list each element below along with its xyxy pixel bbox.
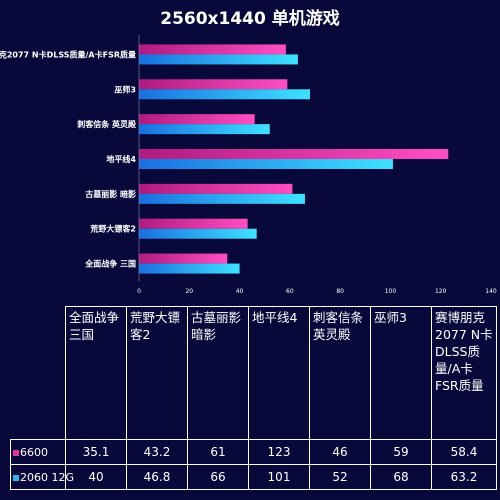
bar-s1-c1 [139, 228, 257, 239]
table-cell: 40 [65, 464, 127, 490]
x-tick-label: 40 [236, 288, 244, 295]
table-cell: 123 [248, 439, 310, 465]
x-tick-label: 140 [485, 288, 497, 295]
table-cell: 46 [309, 439, 371, 465]
table-header-row: 全面战争 三国 荒野大镖客2 古墓丽影 暗影 地平线4 刺客信条 英灵殿 巫师3 赛博朋克2… [10, 306, 497, 440]
table-cell: 101 [248, 464, 310, 490]
x-tick-label: 0 [137, 288, 141, 295]
bars [139, 44, 449, 274]
bar-s1-c0 [139, 263, 240, 274]
series-2060-swatch [13, 474, 19, 481]
table-cell: 63.2 [431, 464, 497, 490]
x-axis: 0 20 40 60 80 100 120 140 [137, 35, 497, 295]
category-label: 赛博朋克2077 N卡DLSS质量/A卡FSR质量 [0, 49, 136, 59]
bar-s0-c6 [139, 44, 286, 55]
series-6600-name: 6600 [20, 445, 48, 459]
table-row-6600: 6600 35.1 43.2 61 123 46 59 58.4 [10, 439, 497, 465]
bar-s0-c3 [139, 149, 449, 159]
bar-s1-c3 [139, 159, 393, 169]
bar-s1-c6 [139, 54, 298, 65]
category-label: 地平线4 [106, 154, 136, 164]
table-cell: 46.8 [126, 464, 188, 490]
category-label: 巫师3 [114, 84, 136, 94]
table-cell: 58.4 [431, 439, 497, 465]
bar-s0-c5 [139, 79, 288, 90]
x-tick-label: 80 [336, 288, 344, 295]
bar-s1-c5 [139, 89, 310, 100]
series-6600-head: 6600 [10, 439, 66, 465]
table-cell: 52 [309, 464, 371, 490]
bar-s0-c0 [139, 253, 228, 264]
category-label: 全面战争 三国 [84, 259, 136, 269]
table-col-header: 赛博朋克2077 N卡DLSS质量/A卡FSR质量 [431, 306, 497, 440]
table-col-header: 全面战争 三国 [65, 306, 127, 440]
series-2060-name: 2060 12G [20, 470, 75, 484]
x-tick-label: 120 [435, 288, 447, 295]
table-cell: 61 [187, 439, 249, 465]
table-col-header: 荒野大镖客2 [126, 306, 188, 440]
bar-s0-c2 [139, 183, 293, 194]
table-col-header: 古墓丽影 暗影 [187, 306, 249, 440]
table-col-header: 地平线4 [248, 306, 310, 440]
category-label: 刺客信条 英灵殿 [76, 119, 137, 129]
x-tick-label: 100 [385, 288, 397, 295]
table-row-2060: 2060 12G 40 46.8 66 101 52 68 63.2 [10, 464, 497, 490]
chart-title: 2560x1440 单机游戏 [160, 9, 340, 29]
data-table: 全面战争 三国 荒野大镖客2 古墓丽影 暗影 地平线4 刺客信条 英灵殿 巫师3 赛博朋克2… [10, 306, 497, 490]
category-label: 古墓丽影 暗影 [85, 189, 136, 199]
bar-s0-c1 [139, 218, 248, 229]
series-2060-head: 2060 12G [10, 464, 74, 490]
table-cell: 66 [187, 464, 249, 490]
table-col-header: 巫师3 [370, 306, 432, 440]
table-col-header: 刺客信条 英灵殿 [309, 306, 371, 440]
x-tick-label: 20 [185, 288, 193, 295]
table-cell: 43.2 [126, 439, 188, 465]
table-corner [10, 306, 66, 440]
category-label: 荒野大镖客2 [89, 224, 136, 234]
table-cell: 68 [370, 464, 432, 490]
bar-s1-c4 [139, 124, 270, 135]
table-cell: 35.1 [65, 439, 127, 465]
series-6600-swatch [13, 449, 19, 456]
x-tick-label: 60 [286, 288, 294, 295]
bar-s0-c4 [139, 114, 255, 125]
table-cell: 59 [370, 439, 432, 465]
bar-s1-c2 [139, 193, 305, 204]
